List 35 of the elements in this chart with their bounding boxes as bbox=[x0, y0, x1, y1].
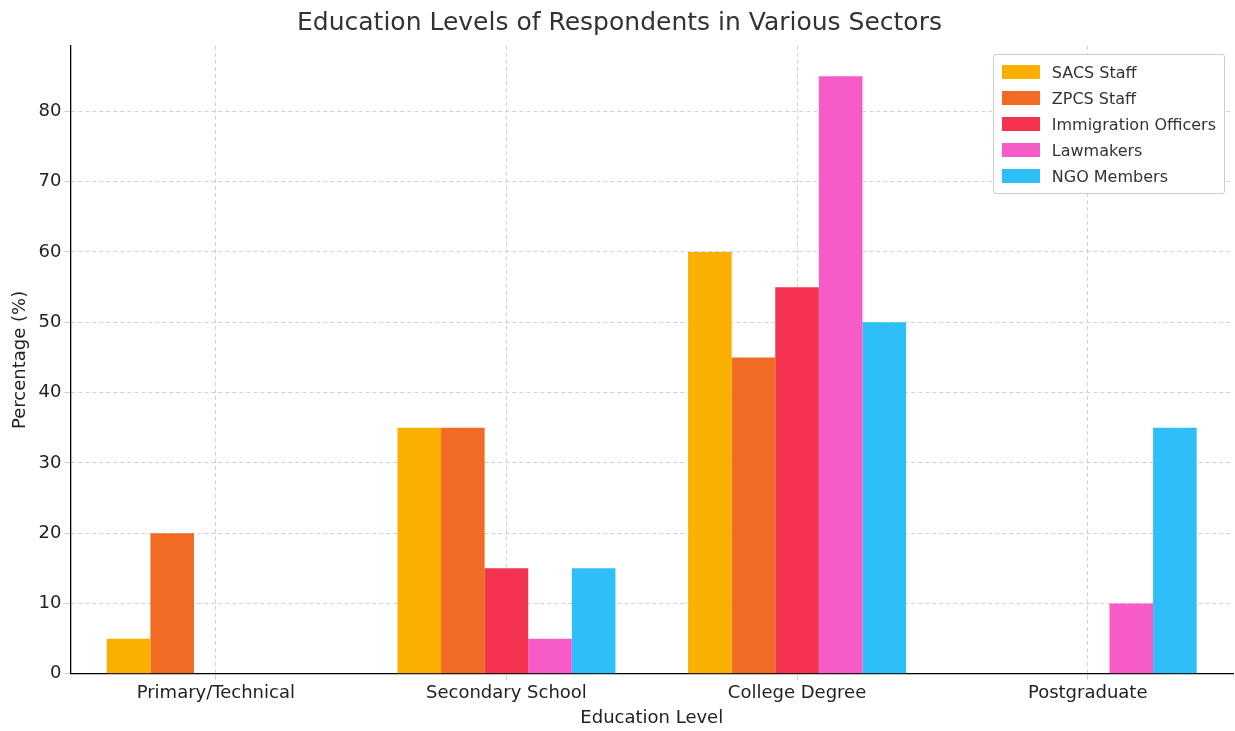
bar bbox=[731, 357, 776, 674]
legend-label: Immigration Officers bbox=[1051, 114, 1216, 134]
y-tick-label: 10 bbox=[38, 591, 62, 613]
bar bbox=[484, 568, 529, 674]
bar bbox=[528, 638, 572, 674]
y-axis-title: Percentage (%) bbox=[8, 290, 30, 429]
bar bbox=[818, 76, 863, 674]
bar bbox=[775, 287, 819, 674]
legend-label: Lawmakers bbox=[1051, 140, 1143, 160]
x-axis-title: Education Level bbox=[580, 705, 724, 727]
y-tick-label: 30 bbox=[38, 450, 62, 472]
bar bbox=[1109, 603, 1154, 674]
legend-label: ZPCS Staff bbox=[1051, 88, 1137, 108]
x-tick-label: Postgraduate bbox=[1027, 681, 1148, 703]
x-tick-label: Primary/Technical bbox=[136, 681, 295, 703]
y-tick-label: 50 bbox=[38, 309, 62, 331]
bar bbox=[397, 427, 442, 674]
y-tick-label: 60 bbox=[38, 239, 62, 261]
chart-title: Education Levels of Respondents in Various Sectors bbox=[297, 6, 942, 36]
legend-label: NGO Members bbox=[1051, 166, 1168, 186]
bar bbox=[106, 638, 151, 674]
y-tick-label: 0 bbox=[50, 661, 62, 683]
y-tick-label: 40 bbox=[38, 380, 62, 402]
bar bbox=[571, 568, 616, 674]
x-tick-label: Secondary School bbox=[426, 681, 587, 703]
bar bbox=[441, 427, 485, 674]
bar bbox=[150, 533, 195, 674]
bar bbox=[862, 322, 907, 674]
legend-label: SACS Staff bbox=[1051, 62, 1137, 82]
bar bbox=[1153, 427, 1197, 674]
y-tick-label: 20 bbox=[38, 520, 62, 542]
y-tick-label: 70 bbox=[38, 169, 62, 191]
y-tick-label: 80 bbox=[38, 99, 62, 121]
bar bbox=[688, 251, 732, 674]
x-tick-label: College Degree bbox=[727, 681, 867, 703]
